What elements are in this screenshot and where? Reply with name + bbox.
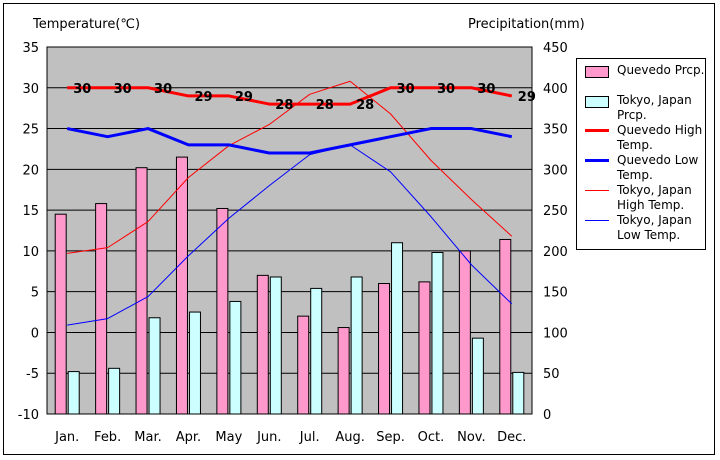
bar-quevedo-prcp [175, 156, 188, 415]
bar-quevedo-prcp [378, 283, 391, 415]
bar-tokyo-prcp [391, 242, 404, 415]
data-label-quevedo-high: 29 [235, 90, 253, 105]
x-tick-label: Jun. [256, 430, 281, 445]
left-tick-label: -10 [18, 408, 39, 423]
legend-label-quevedo-low: Quevedo Low Temp. [617, 153, 699, 182]
x-tick-label: May [215, 430, 242, 445]
legend-swatch-quevedo-high [585, 129, 609, 132]
bar-quevedo-prcp [458, 250, 471, 415]
right-tick-label: 450 [543, 41, 568, 56]
bar-quevedo-prcp [216, 207, 229, 415]
data-label-quevedo-high: 28 [275, 98, 293, 113]
data-label-quevedo-high: 30 [437, 82, 455, 97]
right-tick-label: 100 [543, 326, 568, 341]
left-tick-label: 20 [22, 163, 39, 178]
right-axis-title: Precipitation(mm) [468, 17, 585, 32]
x-tick-label: Apr. [176, 430, 201, 445]
x-tick-label: Jan. [54, 430, 79, 445]
bar-quevedo-prcp [54, 213, 67, 415]
left-tick-label: 15 [22, 204, 39, 219]
left-tick-label: 35 [22, 41, 39, 56]
legend-label-quevedo-high: Quevedo High Temp. [617, 123, 703, 152]
line-quevedo-low [66, 127, 513, 155]
legend-label-tokyo-high: Tokyo, Japan High Temp. [617, 183, 692, 212]
bar-quevedo-prcp [135, 167, 148, 415]
right-tick-label: 300 [543, 163, 568, 178]
line-tokyo-low [67, 144, 513, 326]
legend-swatch-tokyo-prcp [585, 96, 609, 108]
x-tick-label: Nov. [457, 430, 486, 445]
x-tick-label: Jul. [299, 430, 320, 445]
right-tick-label: 150 [543, 286, 568, 301]
bar-tokyo-prcp [350, 276, 363, 415]
data-label-quevedo-high: 30 [73, 82, 91, 97]
right-tick-label: 400 [543, 82, 568, 97]
legend-label-tokyo-low: Tokyo, Japan Low Temp. [617, 213, 692, 242]
bar-tokyo-prcp [269, 276, 282, 415]
bar-tokyo-prcp [229, 300, 242, 415]
right-tick-label: 0 [543, 408, 551, 423]
bar-quevedo-prcp [499, 238, 512, 415]
legend: Quevedo Prcp. Tokyo, Japan Prcp. Quevedo… [576, 58, 706, 250]
legend-label-quevedo-prcp: Quevedo Prcp. [617, 63, 705, 77]
data-label-quevedo-high: 28 [316, 98, 334, 113]
data-label-quevedo-high: 30 [397, 82, 415, 97]
left-tick-label: 5 [31, 286, 39, 301]
bar-quevedo-prcp [297, 315, 310, 415]
data-label-quevedo-high: 29 [194, 90, 212, 105]
plot-border [46, 46, 533, 415]
left-tick-label: 0 [31, 326, 39, 341]
legend-swatch-tokyo-high [585, 190, 609, 191]
right-tick-label: 250 [543, 204, 568, 219]
x-tick-label: Feb. [94, 430, 121, 445]
right-tick-label: 50 [543, 367, 560, 382]
bar-tokyo-prcp [431, 252, 444, 415]
legend-label-tokyo-prcp: Tokyo, Japan Prcp. [617, 93, 692, 122]
bar-quevedo-prcp [95, 203, 108, 415]
bar-tokyo-prcp [310, 287, 323, 415]
bar-quevedo-prcp [337, 327, 350, 415]
data-label-quevedo-high: 29 [518, 90, 536, 105]
left-tick-label: 10 [22, 245, 39, 260]
left-tick-label: 25 [22, 123, 39, 138]
data-label-quevedo-high: 30 [114, 82, 132, 97]
bar-tokyo-prcp [188, 311, 201, 415]
left-axis-title: Temperature(℃) [32, 17, 140, 32]
legend-swatch-quevedo-prcp [585, 66, 609, 78]
data-label-quevedo-high: 30 [477, 82, 495, 97]
x-tick-label: Sep. [376, 430, 405, 445]
plot-area [47, 47, 532, 414]
legend-swatch-quevedo-low [585, 159, 609, 162]
left-tick-label: 30 [22, 82, 39, 97]
bar-tokyo-prcp [148, 317, 161, 415]
right-tick-label: 200 [543, 245, 568, 260]
bar-tokyo-prcp [67, 371, 80, 415]
bar-quevedo-prcp [256, 274, 269, 415]
line-tokyo-high [67, 80, 513, 254]
right-tick-label: 350 [543, 123, 568, 138]
data-label-quevedo-high: 28 [356, 98, 374, 113]
bar-tokyo-prcp [512, 371, 525, 415]
legend-swatch-tokyo-low [585, 220, 609, 221]
bar-quevedo-prcp [418, 281, 431, 415]
left-tick-label: -5 [26, 367, 39, 382]
x-tick-label: Oct. [418, 430, 445, 445]
line-quevedo-high [67, 86, 513, 106]
data-label-quevedo-high: 30 [154, 82, 172, 97]
x-tick-label: Aug. [335, 430, 365, 445]
x-tick-label: Dec. [497, 430, 526, 445]
bar-tokyo-prcp [471, 337, 484, 415]
bar-tokyo-prcp [108, 367, 121, 415]
x-tick-label: Mar. [134, 430, 161, 445]
